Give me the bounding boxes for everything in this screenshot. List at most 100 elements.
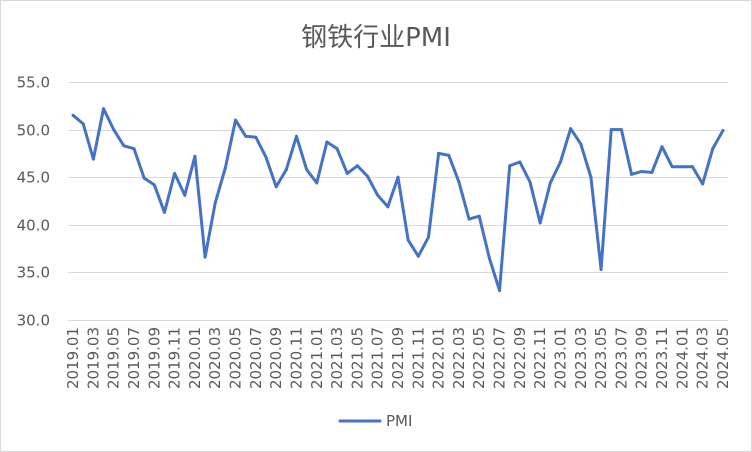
x-tick-label: 2022.03 bbox=[450, 327, 468, 389]
data-point bbox=[457, 180, 461, 184]
x-tick-label: 2021.07 bbox=[369, 327, 387, 389]
data-point bbox=[254, 135, 258, 139]
data-point bbox=[426, 235, 430, 239]
x-tick-label: 2021.03 bbox=[328, 327, 346, 389]
x-tick-label: 2020.09 bbox=[267, 327, 285, 389]
data-point bbox=[386, 205, 390, 209]
data-point bbox=[81, 122, 85, 126]
data-point bbox=[315, 181, 319, 185]
data-point bbox=[447, 153, 451, 157]
x-tick-label: 2021.05 bbox=[348, 327, 366, 389]
y-tick-label: 40.0 bbox=[17, 217, 50, 235]
data-point bbox=[173, 171, 177, 175]
x-tick-label: 2020.03 bbox=[206, 327, 224, 389]
data-point bbox=[193, 154, 197, 158]
data-point bbox=[467, 217, 471, 221]
y-axis: 30.0 35.0 40.0 45.0 50.0 55.0 bbox=[17, 74, 50, 330]
data-point bbox=[396, 175, 400, 179]
data-point bbox=[569, 127, 573, 131]
data-point bbox=[579, 142, 583, 146]
x-tick-label: 2024.03 bbox=[694, 327, 712, 389]
x-tick-label: 2019.05 bbox=[105, 327, 123, 389]
data-point bbox=[132, 147, 136, 151]
data-point bbox=[558, 160, 562, 164]
data-point bbox=[660, 145, 664, 149]
data-point bbox=[711, 147, 715, 151]
x-tick-label: 2022.09 bbox=[511, 327, 529, 389]
x-tick-label: 2022.11 bbox=[531, 327, 549, 389]
data-point bbox=[721, 129, 725, 133]
data-point bbox=[518, 160, 522, 164]
series-pmi bbox=[71, 107, 725, 292]
data-point bbox=[152, 183, 156, 187]
x-tick-label: 2021.11 bbox=[409, 327, 427, 389]
x-tick-label: 2020.11 bbox=[288, 327, 306, 389]
data-point bbox=[619, 128, 623, 132]
y-gridlines bbox=[68, 82, 728, 321]
x-tick-label: 2022.01 bbox=[430, 327, 448, 389]
data-point bbox=[223, 166, 227, 170]
data-point bbox=[609, 128, 613, 132]
y-tick-label: 50.0 bbox=[17, 122, 50, 140]
data-point bbox=[548, 181, 552, 185]
data-point bbox=[183, 193, 187, 197]
data-point bbox=[670, 165, 674, 169]
x-tick-label: 2022.07 bbox=[491, 327, 509, 389]
data-point bbox=[477, 214, 481, 218]
data-point bbox=[538, 221, 542, 225]
data-point bbox=[122, 144, 126, 148]
y-tick-label: 35.0 bbox=[17, 264, 50, 282]
y-tick-label: 55.0 bbox=[17, 74, 50, 92]
data-point bbox=[416, 254, 420, 258]
data-point bbox=[274, 185, 278, 189]
x-tick-label: 2019.01 bbox=[64, 327, 82, 389]
data-point bbox=[162, 210, 166, 214]
data-point bbox=[589, 175, 593, 179]
data-point bbox=[406, 238, 410, 242]
x-tick-label: 2023.07 bbox=[612, 327, 630, 389]
data-point bbox=[244, 134, 248, 138]
data-point bbox=[102, 107, 106, 111]
data-point bbox=[630, 172, 634, 176]
data-point bbox=[112, 128, 116, 132]
x-tick-label: 2024.01 bbox=[673, 327, 691, 389]
data-point bbox=[680, 165, 684, 169]
data-point bbox=[284, 168, 288, 172]
data-point bbox=[437, 151, 441, 155]
data-point bbox=[508, 164, 512, 168]
data-point bbox=[91, 157, 95, 161]
data-point bbox=[690, 165, 694, 169]
data-point bbox=[335, 147, 339, 151]
data-point bbox=[640, 169, 644, 173]
data-point bbox=[650, 170, 654, 174]
data-point bbox=[213, 201, 217, 205]
x-tick-label: 2021.09 bbox=[389, 327, 407, 389]
data-point bbox=[203, 255, 207, 259]
legend-label-pmi: PMI bbox=[386, 412, 412, 430]
data-point bbox=[599, 268, 603, 272]
data-point bbox=[701, 182, 705, 186]
data-point bbox=[487, 256, 491, 260]
data-point bbox=[325, 140, 329, 144]
x-tick-label: 2022.05 bbox=[470, 327, 488, 389]
x-tick-label: 2023.03 bbox=[572, 327, 590, 389]
x-tick-label: 2023.05 bbox=[592, 327, 610, 389]
x-tick-label: 2019.07 bbox=[125, 327, 143, 389]
data-point bbox=[376, 193, 380, 197]
y-tick-label: 45.0 bbox=[17, 169, 50, 187]
x-tick-label: 2019.03 bbox=[84, 327, 102, 389]
x-tick-label: 2021.01 bbox=[308, 327, 326, 389]
x-tick-label: 2020.01 bbox=[186, 327, 204, 389]
data-point bbox=[234, 118, 238, 122]
data-point bbox=[498, 288, 502, 292]
x-tick-label: 2019.09 bbox=[145, 327, 163, 389]
y-tick-label: 30.0 bbox=[17, 312, 50, 330]
x-tick-label: 2020.05 bbox=[227, 327, 245, 389]
chart-title: 钢铁行业PMI bbox=[301, 23, 451, 53]
x-tick-label: 2024.05 bbox=[714, 327, 732, 389]
data-point bbox=[355, 164, 359, 168]
data-point bbox=[71, 113, 75, 117]
data-point bbox=[264, 155, 268, 159]
x-axis: 2019.01 2019.03 2019.05 2019.07 2019.09 2019.… bbox=[64, 327, 732, 389]
